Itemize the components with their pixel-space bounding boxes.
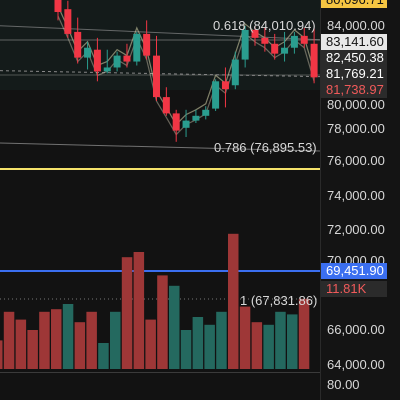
volume-bar [51, 309, 62, 369]
candle-body [113, 55, 121, 68]
volume-bar [216, 311, 227, 369]
candle-body [271, 43, 279, 54]
volume-tag[interactable]: 11.81K [321, 281, 387, 297]
candle-body [162, 97, 170, 114]
candle-body [241, 29, 249, 60]
candle-body [133, 33, 141, 62]
volume-bar [98, 343, 109, 369]
volume-bar [39, 311, 50, 369]
volume-bar [239, 306, 251, 369]
fib-label-1: 1 (67,831.86) [240, 293, 318, 308]
candle-body [281, 47, 289, 54]
volume-bar [275, 311, 286, 369]
candle-body [231, 59, 239, 86]
volume-bar [3, 311, 15, 369]
volume-bar [74, 322, 86, 369]
price-tick-78000: 78,000.00 [327, 121, 385, 136]
volume-bar [0, 340, 3, 369]
price-tick-76000: 76,000.00 [327, 153, 385, 168]
candle-body [172, 113, 180, 131]
volume-bar [180, 330, 192, 369]
volume-bar [121, 257, 133, 369]
candle-body [290, 35, 298, 48]
pane-divider[interactable] [0, 372, 320, 373]
price-tick-66000: 66,000.00 [327, 322, 385, 337]
candle-body [300, 35, 308, 44]
price-tick-80000: 80,000.00 [327, 97, 385, 112]
candle-body [54, 0, 62, 12]
volume-bar [287, 314, 298, 369]
price-tag-current[interactable]: 81,738.97 [321, 82, 387, 98]
volume-tick-80: 80.00 [327, 377, 360, 392]
price-tick-72000: 72,000.00 [327, 222, 385, 237]
candle-body [64, 9, 72, 34]
candle-body [261, 37, 269, 44]
price-tick-84000: 84,000.00 [327, 18, 385, 33]
price-tag-ma2[interactable]: 81,769.21 [321, 66, 387, 82]
fib-label-0786: 0.786 (76,895.53) [214, 140, 317, 155]
volume-bar [251, 322, 263, 369]
fib-line-0786 [0, 142, 321, 152]
price-tick-74000: 74,000.00 [327, 188, 385, 203]
volume-bar [15, 319, 27, 369]
volume-bar [62, 304, 74, 369]
candle-body [74, 31, 82, 58]
candle-body [123, 55, 131, 62]
candle-body [202, 109, 210, 116]
candle-body [251, 29, 259, 38]
volume-bar [27, 330, 38, 369]
price-tag-yellow[interactable]: 80,096.71 [321, 0, 387, 8]
current-price-dashed-line [0, 70, 321, 78]
volume-bar [169, 285, 180, 369]
trendline-upper [0, 25, 321, 41]
volume-bar [298, 298, 310, 369]
volume-bar [228, 233, 239, 369]
candle-body [84, 47, 92, 58]
price-tag-last[interactable]: 83,141.60 [321, 34, 387, 50]
price-tag-blue-level[interactable]: 69,451.90 [321, 263, 387, 279]
volume-bar [86, 311, 97, 369]
volume-bar [145, 319, 156, 369]
axis-divider [320, 0, 321, 400]
volume-bar [263, 324, 274, 369]
volume-bar [157, 275, 168, 369]
candle-body [143, 33, 151, 56]
candle-body [182, 120, 190, 128]
candle-body [310, 43, 318, 78]
candle-body [153, 55, 160, 98]
candle-body [221, 81, 229, 90]
volume-bar [192, 317, 204, 369]
fib-label-0618: 0.618 (84,010.94) [213, 18, 316, 33]
volume-bar [204, 324, 215, 369]
candle-body [103, 67, 111, 72]
candle-body [93, 49, 101, 72]
price-tick-64000: 64,000.00 [327, 357, 385, 372]
volume-bar [110, 311, 121, 369]
candle-body [212, 81, 220, 109]
volume-bar [133, 252, 145, 369]
candle-body [192, 115, 200, 121]
price-tag-ma1[interactable]: 82,450.38 [321, 50, 387, 66]
